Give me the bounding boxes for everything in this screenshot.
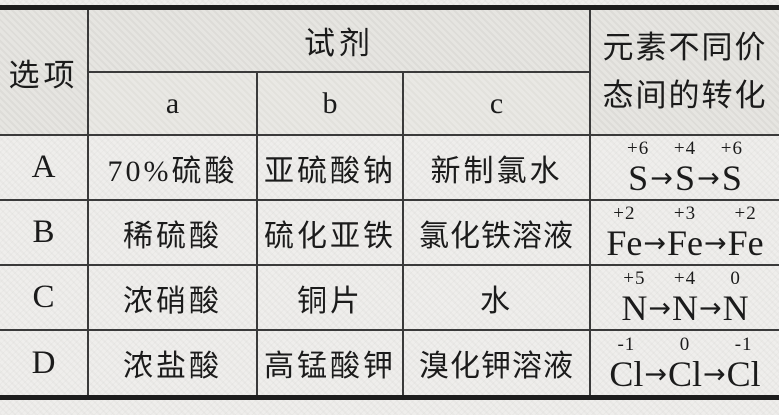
arrow-right-icon: →: [648, 293, 671, 324]
header-row-1: 选项 试剂 元素不同价 态间的转化: [0, 10, 779, 136]
valence-state: 0 N: [723, 269, 749, 326]
header-sub-c: c: [402, 71, 590, 136]
valence-state: -1 Cl: [609, 335, 643, 392]
row-C-reagent-a: 浓硝酸: [87, 264, 258, 331]
valence-state: +2 Fe: [606, 204, 642, 261]
row-B-reagent-a: 稀硫酸: [87, 199, 258, 266]
valence-label: +2: [734, 203, 757, 224]
arrow-right-icon: →: [650, 163, 673, 194]
row-B-reagent-b: 硫化亚铁: [256, 199, 404, 266]
chemistry-table-frame: 选项 试剂 元素不同价 态间的转化 a b c A 70%硫酸 亚硫酸钠 新制氯…: [0, 5, 779, 400]
header-reagent: 试剂: [87, 10, 591, 73]
header-conversion-line2: 态间的转化: [602, 78, 768, 113]
arrow-right-icon: →: [703, 358, 726, 390]
element-symbol: Cl: [667, 353, 702, 394]
row-B-reagent-c: 氯化铁溶液: [402, 199, 591, 266]
row-B-conversion-chain: +2 Fe → +3 Fe → +2 Fe: [589, 199, 779, 266]
row-C-reagent-c: 水: [402, 264, 591, 331]
row-C-option: C: [0, 264, 89, 331]
row-C-conversion-chain: +5 N → +4 N → 0 N: [589, 264, 779, 331]
valence-label: +4: [673, 268, 697, 289]
header-conversion: 元素不同价 态间的转化: [589, 10, 779, 136]
header-sub-a: a: [88, 71, 258, 136]
row-A-reagent-a: 70%硫酸: [87, 134, 258, 201]
row-D-conversion-chain: -1 Cl → 0 Cl → -1 Cl: [589, 329, 779, 395]
element-symbol: Fe: [667, 223, 703, 263]
row-D-option: D: [0, 329, 89, 395]
valence-label: +6: [720, 138, 743, 159]
valence-label: +5: [623, 268, 646, 289]
table-row-A: A 70%硫酸 亚硫酸钠 新制氯水 +6 S → +4 S: [0, 134, 779, 201]
row-A-reagent-c: 新制氯水: [402, 134, 591, 201]
header-row-2: a b c: [0, 71, 779, 136]
valence-state: +4 S: [674, 139, 696, 196]
row-C-reagent-b: 铜片: [256, 264, 404, 331]
element-symbol: N: [672, 288, 698, 328]
valence-state: +2 Fe: [728, 204, 764, 261]
table-row-D: D 浓盐酸 高锰酸钾 溴化钾溶液 -1 Cl → 0 Cl: [0, 329, 779, 395]
row-A-conversion-chain: +6 S → +4 S → +6 S: [589, 134, 779, 201]
valence-label: +3: [673, 203, 697, 224]
row-D-reagent-c: 溴化钾溶液: [402, 329, 591, 395]
element-symbol: Fe: [727, 223, 764, 263]
valence-label: -1: [734, 333, 753, 355]
chemistry-reagent-table: 选项 试剂 元素不同价 态间的转化 a b c A 70%硫酸 亚硫酸钠 新制氯…: [0, 10, 779, 395]
arrow-right-icon: →: [704, 228, 727, 259]
valence-state: +3 Fe: [667, 204, 703, 261]
valence-label: +2: [613, 203, 636, 224]
valence-state: -1 Cl: [727, 335, 761, 392]
header-sub-b: b: [256, 71, 404, 136]
valence-label: -1: [617, 333, 636, 355]
valence-state: +5 N: [621, 269, 647, 326]
arrow-right-icon: →: [699, 293, 722, 324]
element-symbol: S: [674, 158, 696, 198]
element-symbol: Cl: [726, 353, 761, 394]
valence-state: +6 S: [627, 139, 649, 196]
table-row-B: B 稀硫酸 硫化亚铁 氯化铁溶液 +2 Fe → +3 Fe: [0, 199, 779, 266]
element-symbol: S: [628, 158, 649, 198]
valence-state: +6 S: [721, 139, 743, 196]
valence-label: +4: [673, 138, 697, 159]
valence-label: +6: [627, 138, 650, 159]
element-symbol: Cl: [609, 353, 644, 394]
row-D-reagent-b: 高锰酸钾: [256, 329, 404, 395]
header-conversion-line1: 元素不同价: [602, 29, 768, 65]
row-A-reagent-b: 亚硫酸钠: [256, 134, 404, 201]
arrow-right-icon: →: [644, 358, 667, 390]
valence-label: 0: [679, 333, 691, 355]
arrow-right-icon: →: [643, 228, 666, 259]
element-symbol: N: [621, 288, 648, 328]
arrow-right-icon: →: [697, 163, 720, 194]
valence-label: 0: [730, 268, 741, 289]
table-row-C: C 浓硝酸 铜片 水 +5 N → +4 N →: [0, 264, 779, 331]
element-symbol: S: [721, 158, 742, 198]
valence-state: +4 N: [672, 269, 698, 326]
valence-state: 0 Cl: [668, 335, 702, 392]
row-D-reagent-a: 浓盐酸: [87, 329, 258, 395]
element-symbol: N: [722, 288, 749, 328]
row-B-option: B: [0, 199, 89, 266]
row-A-option: A: [0, 134, 89, 201]
element-symbol: Fe: [606, 223, 643, 263]
header-option: 选项: [0, 10, 89, 136]
